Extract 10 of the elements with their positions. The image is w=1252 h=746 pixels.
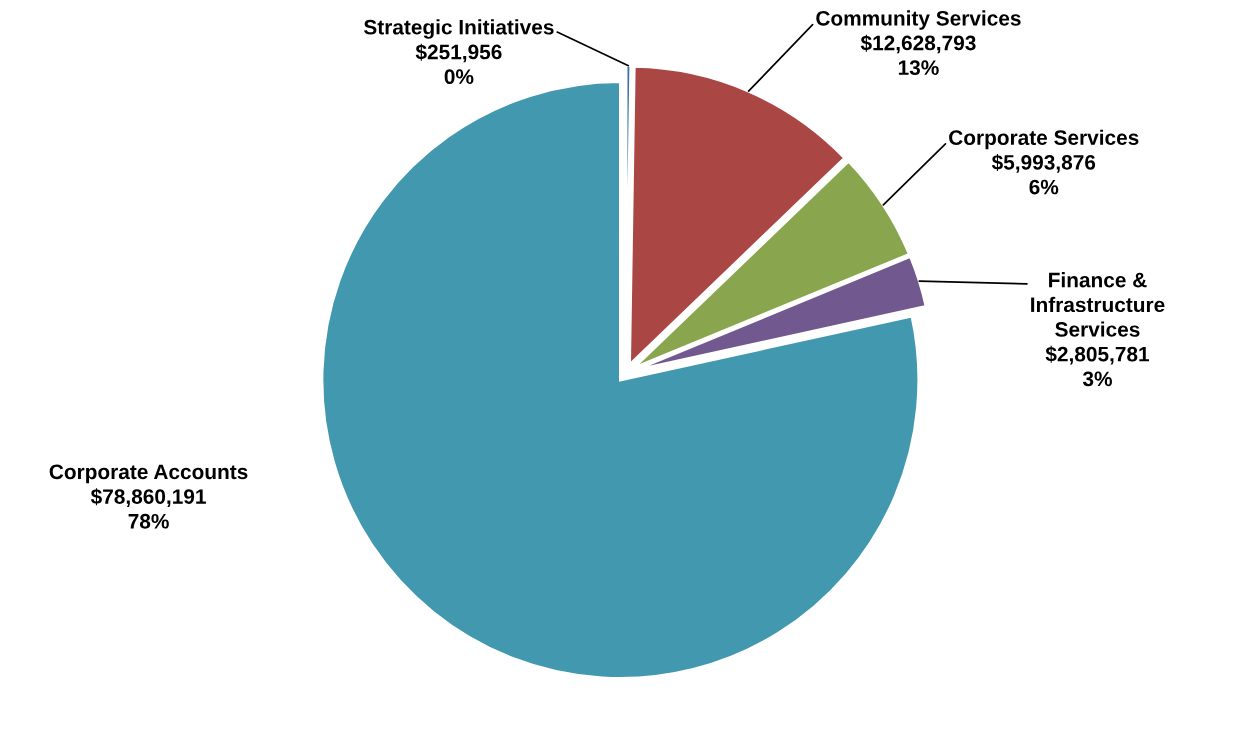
slice-label: Community Services — [816, 10, 1021, 30]
slice-label: Corporate Accounts — [49, 464, 248, 484]
data-label: $78,860,191 78% — [90, 488, 206, 529]
slice-label: Finance & Infrastructure Services — [1031, 272, 1165, 337]
data-label: $12,628,793 13% — [860, 34, 976, 76]
data-label: $251,956 0% — [415, 43, 502, 85]
slice-label: Corporate Services — [949, 129, 1139, 150]
slice-label: Strategic Initiatives — [363, 19, 554, 39]
data-label: $2,805,781 3% — [1045, 345, 1150, 387]
data-label: $5,993,876 6% — [991, 154, 1096, 195]
